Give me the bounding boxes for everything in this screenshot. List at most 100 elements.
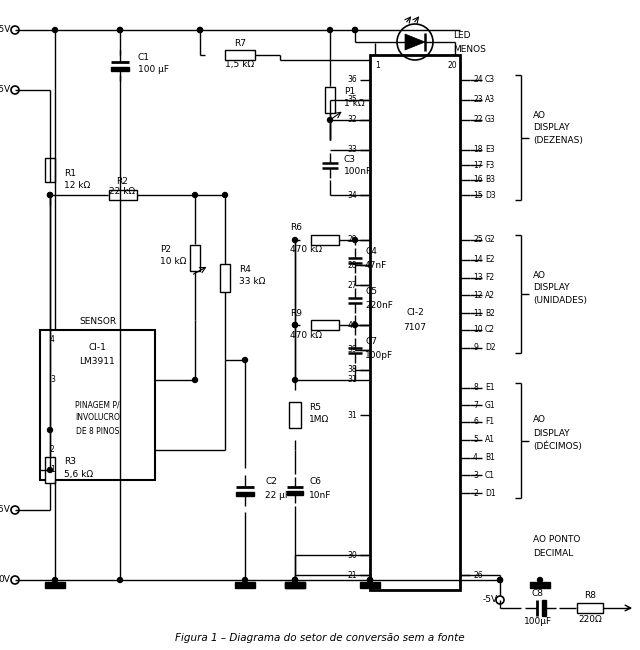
Circle shape — [47, 428, 52, 432]
Text: 15: 15 — [473, 190, 483, 200]
Text: C3: C3 — [344, 155, 356, 164]
Bar — [325, 87, 335, 113]
Text: C2: C2 — [265, 478, 277, 486]
Text: 14: 14 — [473, 255, 483, 265]
Text: 2: 2 — [50, 445, 55, 454]
Bar — [40, 330, 155, 480]
Text: AO PONTO: AO PONTO — [533, 536, 580, 545]
Bar — [530, 582, 550, 588]
Text: C8: C8 — [532, 590, 544, 599]
Text: R2: R2 — [116, 177, 129, 185]
Text: 11: 11 — [473, 309, 483, 317]
Text: 1MΩ: 1MΩ — [309, 415, 329, 424]
Bar — [236, 491, 254, 495]
Text: B1: B1 — [485, 454, 495, 463]
Circle shape — [367, 577, 372, 582]
Text: 36: 36 — [348, 75, 357, 84]
Text: 23: 23 — [473, 96, 483, 105]
Bar — [111, 66, 129, 70]
Text: 18: 18 — [473, 146, 483, 155]
Text: D3: D3 — [485, 190, 496, 200]
Text: 26: 26 — [473, 571, 483, 580]
Text: 13: 13 — [473, 274, 483, 283]
Text: A3: A3 — [485, 96, 495, 105]
Text: G2: G2 — [485, 235, 495, 244]
Text: 34: 34 — [348, 190, 357, 200]
Circle shape — [497, 577, 502, 582]
Bar — [287, 491, 303, 495]
Text: R6: R6 — [290, 224, 302, 233]
Text: DISPLAY: DISPLAY — [533, 283, 570, 292]
Text: 4: 4 — [50, 335, 55, 345]
Text: 1: 1 — [376, 60, 380, 70]
Circle shape — [118, 27, 122, 32]
Text: E1: E1 — [485, 384, 495, 393]
Text: LM3911: LM3911 — [79, 358, 115, 367]
Bar — [225, 50, 255, 60]
Text: 1: 1 — [50, 465, 55, 474]
Text: 1,5 kΩ: 1,5 kΩ — [225, 60, 255, 70]
Text: 39: 39 — [348, 346, 357, 354]
Text: 31: 31 — [348, 411, 357, 419]
Text: 35: 35 — [348, 96, 357, 105]
Circle shape — [292, 237, 298, 242]
Text: A2: A2 — [485, 291, 495, 300]
Circle shape — [497, 577, 502, 582]
Text: C6: C6 — [309, 478, 321, 486]
Text: C5: C5 — [365, 287, 377, 296]
Text: P1: P1 — [344, 88, 355, 96]
Text: P2: P2 — [160, 245, 171, 254]
Text: C4: C4 — [365, 248, 377, 257]
Text: B3: B3 — [485, 176, 495, 185]
Bar — [370, 55, 460, 590]
Text: PINAGEM P/: PINAGEM P/ — [75, 400, 120, 410]
Text: +15V: +15V — [0, 86, 10, 94]
Text: 5,6 kΩ: 5,6 kΩ — [64, 469, 93, 478]
Bar — [311, 235, 339, 245]
Circle shape — [198, 27, 202, 32]
Text: 17: 17 — [473, 161, 483, 170]
Circle shape — [353, 237, 358, 242]
Text: +5V: +5V — [0, 25, 10, 34]
Text: 0V: 0V — [0, 575, 10, 584]
Text: 2: 2 — [473, 489, 477, 497]
Text: INVOLUCRO: INVOLUCRO — [75, 413, 120, 423]
Circle shape — [328, 27, 333, 32]
Text: C1: C1 — [138, 53, 150, 62]
Text: G1: G1 — [485, 400, 495, 410]
Text: 10 kΩ: 10 kΩ — [160, 257, 186, 266]
Text: E2: E2 — [485, 255, 495, 265]
Text: F2: F2 — [485, 274, 494, 283]
Circle shape — [118, 577, 122, 582]
Text: 22 kΩ: 22 kΩ — [109, 187, 136, 196]
Text: 21: 21 — [348, 571, 357, 580]
Text: DISPLAY: DISPLAY — [533, 428, 570, 437]
Circle shape — [243, 577, 248, 582]
Circle shape — [198, 27, 202, 32]
Text: R4: R4 — [239, 265, 251, 274]
Circle shape — [292, 577, 298, 582]
Text: DE 8 PINOS: DE 8 PINOS — [76, 426, 119, 436]
Circle shape — [353, 27, 358, 32]
Bar — [285, 582, 305, 588]
Text: 12: 12 — [473, 291, 483, 300]
Text: R9: R9 — [290, 309, 302, 317]
Text: 25: 25 — [473, 235, 483, 244]
Circle shape — [47, 192, 52, 198]
Text: 28: 28 — [348, 261, 357, 270]
Text: 38: 38 — [348, 365, 357, 374]
Bar — [360, 582, 380, 588]
Text: 9: 9 — [473, 343, 478, 352]
Bar — [45, 457, 55, 483]
Text: DECIMAL: DECIMAL — [533, 549, 573, 558]
Text: 6: 6 — [473, 417, 478, 426]
Text: CI-2: CI-2 — [406, 308, 424, 317]
Bar — [541, 600, 545, 616]
Text: AO: AO — [533, 270, 546, 280]
Text: D1: D1 — [485, 489, 495, 497]
Circle shape — [193, 192, 198, 198]
Text: D2: D2 — [485, 343, 495, 352]
Text: 3: 3 — [473, 471, 478, 480]
Text: 22 µF: 22 µF — [265, 491, 290, 499]
Text: G3: G3 — [485, 116, 496, 125]
